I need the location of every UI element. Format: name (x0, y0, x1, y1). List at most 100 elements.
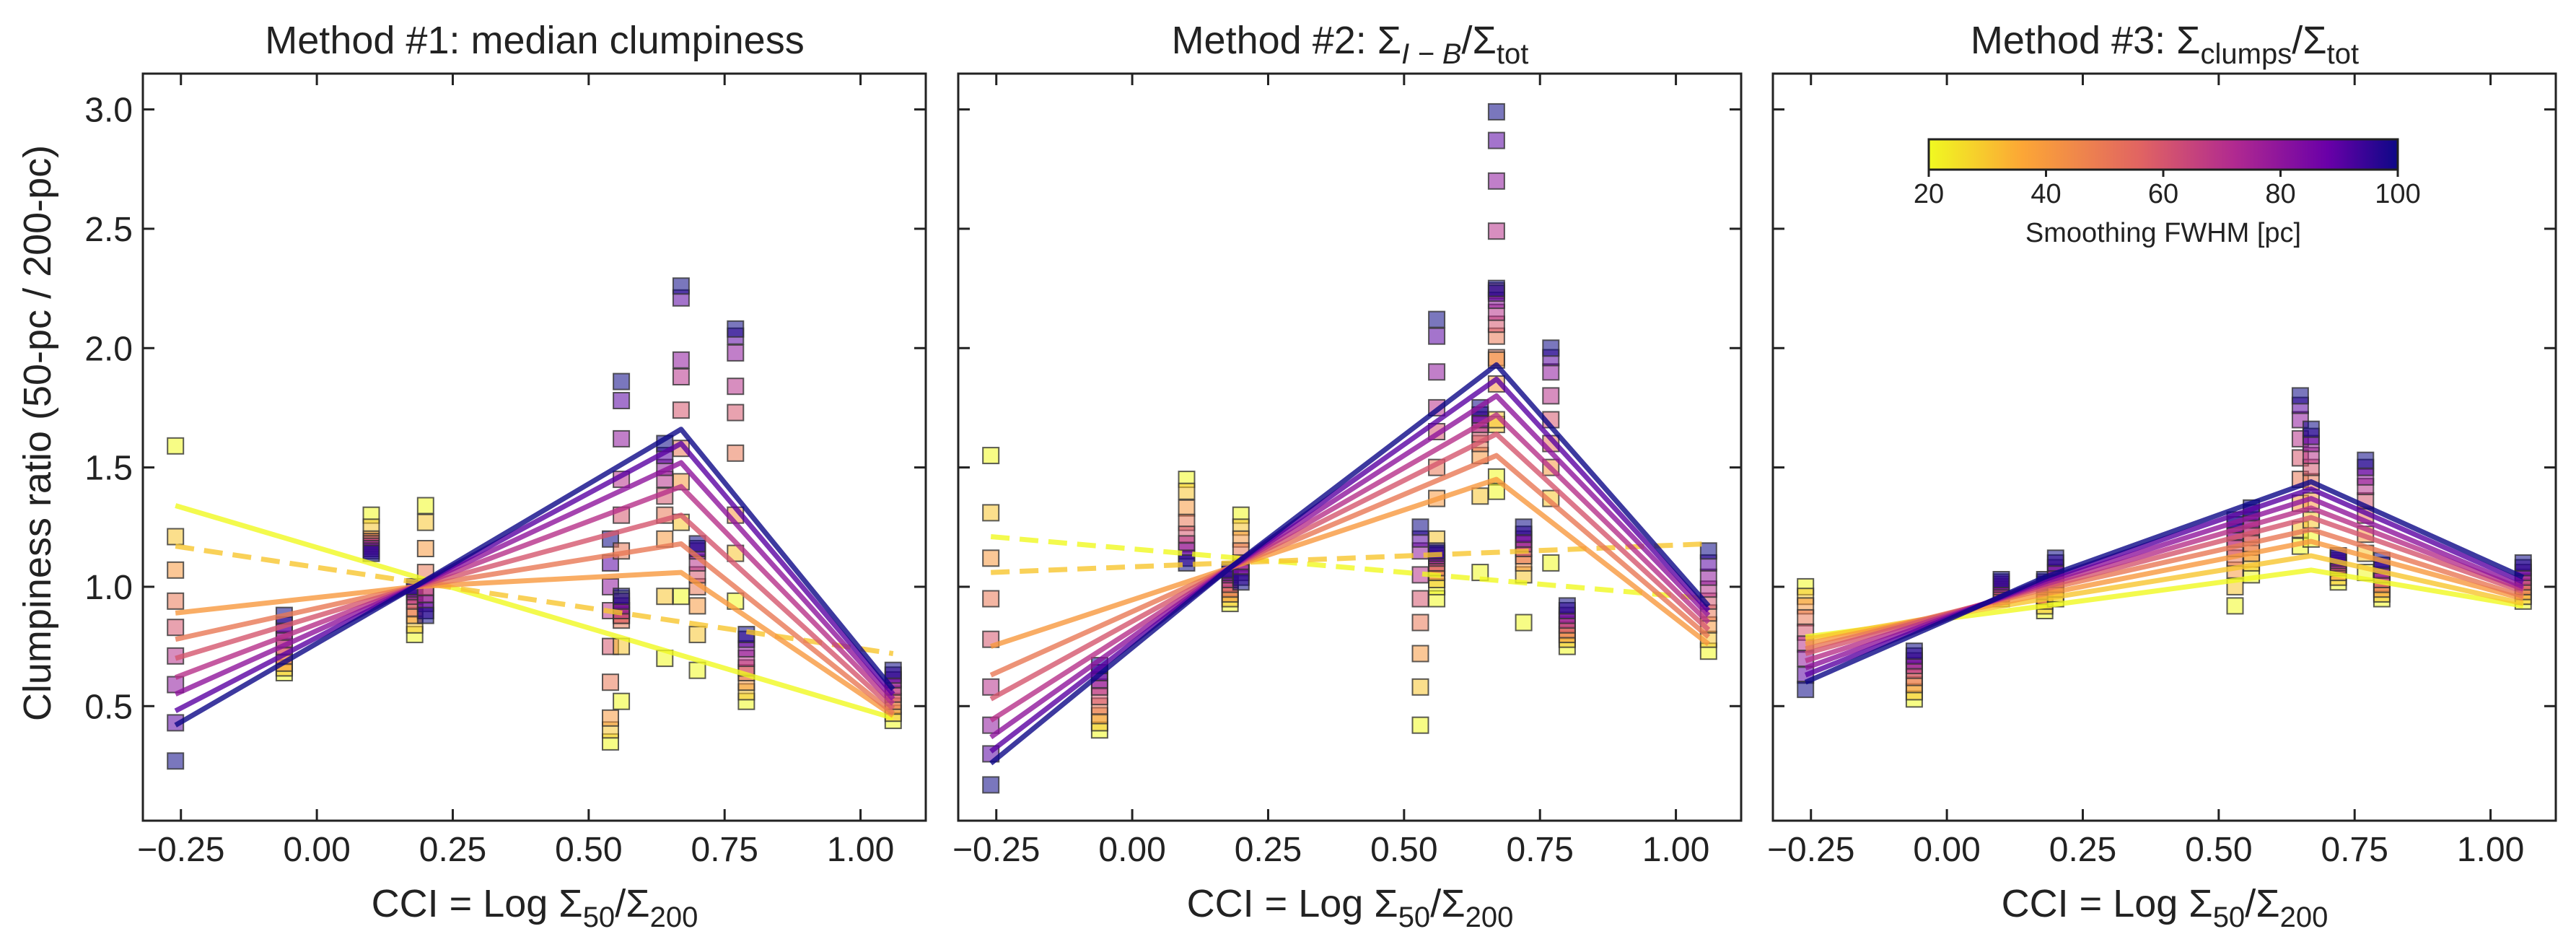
scatter-point (1699, 542, 1717, 560)
tick-group: −0.25 0.00 0.25 0.50 0.75 1.00 0.5 1.0 1.5 2.0 2.5… (84, 74, 926, 869)
scatter-point (167, 619, 185, 637)
scatter-point (1487, 172, 1505, 190)
scatter-point (982, 447, 1000, 465)
x-tick-label: 1.00 (1642, 831, 1709, 869)
fit-line (175, 512, 895, 711)
x-tick-label: 0.25 (2049, 831, 2116, 869)
y-axis-title: Clumpiness ratio (50-pc / 200-pc) (16, 145, 59, 721)
scatter-point (672, 368, 690, 385)
x-axis-title: CCI = Log Σ50/Σ200 (1187, 882, 1514, 933)
x-tick-label: 0.50 (1370, 831, 1437, 869)
plot-frame (957, 72, 1743, 822)
y-tick-label: 0.5 (84, 688, 133, 726)
colorbar: 20 40 60 80 100 Smoothing FWHM [pc] (1914, 138, 2421, 248)
scatter-point (688, 661, 706, 679)
scatter-point (1542, 339, 1560, 357)
scatter-point (602, 709, 619, 727)
x-tick-label: −0.25 (952, 831, 1040, 869)
scatter-point (727, 344, 745, 362)
scatter-point (2046, 549, 2064, 567)
scatter-point (1411, 645, 1429, 663)
scatter-point (672, 351, 690, 369)
scatter-point (1542, 387, 1560, 405)
scatter-point (167, 752, 185, 770)
scatter-point (672, 401, 690, 419)
scatter-point (613, 372, 631, 390)
x-tick-label: 0.75 (1507, 831, 1574, 869)
scatter-point (1905, 642, 1923, 660)
colorbar-tick-label: 40 (2030, 179, 2061, 209)
fit-line (174, 427, 895, 728)
x-tick-label: −0.25 (137, 831, 224, 869)
scatter-point (362, 544, 380, 562)
scatter-point (1487, 482, 1505, 500)
scatter-point (1515, 518, 1533, 536)
fit-line (991, 541, 1709, 575)
fit-line (1804, 479, 2525, 685)
plot-frame (141, 72, 927, 822)
fit-line (989, 412, 1711, 723)
y-tick-label: 2.0 (84, 330, 133, 368)
y-tick-label: 3.0 (84, 92, 133, 130)
y-tick-label: 2.5 (84, 211, 133, 249)
scatter-point (727, 378, 745, 396)
scatter-point (1699, 568, 1717, 586)
scatter-point (416, 606, 434, 624)
x-tick-label: 0.00 (1098, 831, 1165, 869)
scatter-point (982, 504, 1000, 522)
scatter-point (613, 588, 631, 606)
scatter-point (1428, 310, 1446, 328)
scatter-point (613, 392, 631, 409)
colorbar-tick-label: 60 (2148, 179, 2178, 209)
scatter-point (1542, 554, 1560, 572)
tick-group: −0.25 0.00 0.25 0.50 0.75 1.00 (952, 74, 1741, 869)
scatter-point (2514, 554, 2532, 572)
x-axis-title: CCI = Log Σ50/Σ200 (2002, 882, 2329, 933)
scatter-point (167, 528, 185, 546)
panel-method-3: Method #3: Σclumps/Σtot −0.25 0.00 0.25 0.5… (1767, 19, 2557, 933)
x-tick-label: 1.00 (827, 831, 894, 869)
x-tick-label: 0.75 (2321, 831, 2388, 869)
scatter-point (1232, 573, 1250, 591)
scatter-point (1178, 499, 1196, 517)
x-axis-title: CCI = Log Σ50/Σ200 (372, 882, 698, 933)
x-tick-label: −0.25 (1767, 831, 1854, 869)
scatter-point (727, 320, 745, 338)
fit-line (989, 431, 1711, 702)
plot-frame (1771, 72, 2557, 822)
panel-marks (167, 277, 902, 770)
colorbar-label: Smoothing FWHM [pc] (2025, 218, 2301, 248)
y-tick-label: 1.5 (84, 450, 133, 488)
panel-title: Method #1: median clumpiness (265, 19, 804, 62)
x-tick-label: 0.50 (555, 831, 622, 869)
scatter-point (613, 429, 631, 448)
scatter-point (982, 590, 1000, 608)
x-tick-label: 0.00 (1913, 831, 1980, 869)
x-tick-label: 0.00 (283, 831, 350, 869)
scatter-point (1411, 716, 1429, 734)
panel-title: Method #3: Σclumps/Σtot (1971, 19, 2359, 70)
scatter-point (1797, 608, 1815, 627)
scatter-point (2357, 451, 2375, 469)
scatter-point (1797, 681, 1815, 699)
x-tick-label: 0.25 (419, 831, 486, 869)
panel-marks (1797, 387, 2532, 708)
scatter-point (1542, 363, 1560, 381)
scatter-point (1411, 590, 1429, 608)
fit-line (175, 503, 894, 721)
scatter-point (688, 535, 706, 553)
scatter-point (1558, 597, 1576, 615)
panel-method-2: Method #2: ΣI − B/Σtot −0.25 0.00 0.25 0.50… (952, 19, 1743, 933)
fit-line (1805, 496, 2525, 671)
scatter-point (1471, 487, 1489, 505)
scatter-point (1428, 327, 1446, 345)
colorbar-tick-label: 80 (2265, 179, 2295, 209)
scatter-point (602, 673, 619, 691)
scatter-point (1487, 222, 1505, 240)
scatter-point (884, 661, 902, 679)
x-tick-label: 0.25 (1235, 831, 1302, 869)
scatter-point (672, 277, 690, 295)
fit-line (175, 541, 895, 715)
scatter-point (167, 561, 185, 579)
